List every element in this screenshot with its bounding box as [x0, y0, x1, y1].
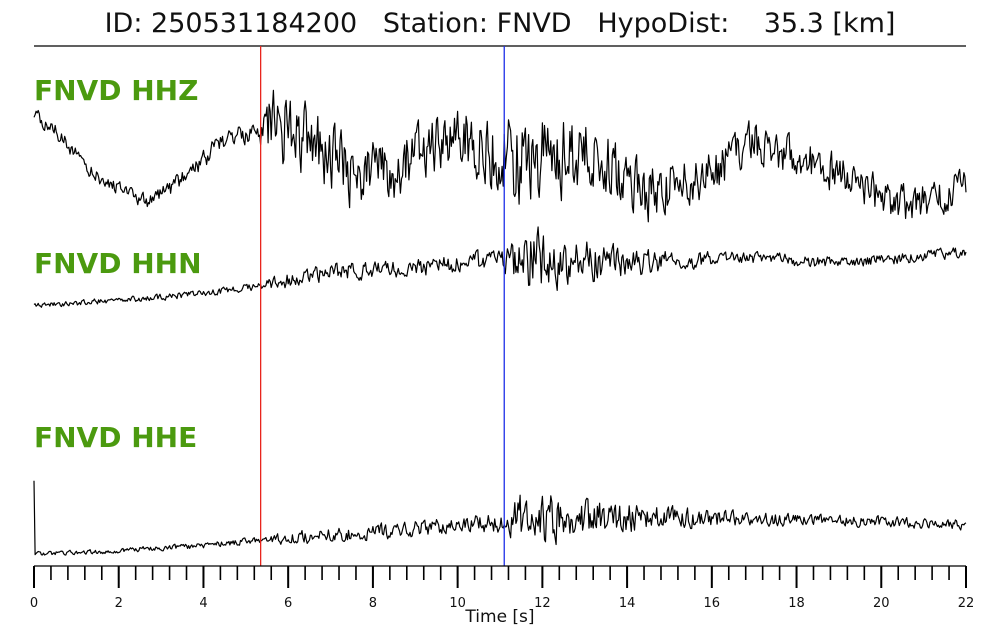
tick-label: 8 — [369, 596, 377, 611]
trace-fnvd-hhn — [33, 226, 967, 308]
trace-fnvd-hhe — [33, 480, 967, 556]
trace-fnvd-hhz — [33, 89, 967, 223]
x-axis-label: Time [s] — [465, 607, 535, 627]
trace-label-hhz: FNVD HHZ — [34, 74, 199, 107]
plot-title: ID: 250531184200 Station: FNVD HypoDist:… — [0, 8, 1000, 39]
tick-label: 16 — [704, 596, 721, 611]
tick-label: 20 — [873, 596, 890, 611]
id-value: 250531184200 — [151, 8, 358, 39]
tick-label: 14 — [619, 596, 636, 611]
trace-label-hhe: FNVD HHE — [34, 421, 198, 454]
tick-label: 18 — [788, 596, 805, 611]
trace-label-hhn: FNVD HHN — [34, 247, 202, 280]
hypodist-label: HypoDist: — [597, 8, 730, 39]
traces-group — [33, 89, 967, 556]
picks-group — [259, 46, 505, 566]
tick-label: 10 — [449, 596, 466, 611]
hypodist-value: 35.3 — [763, 8, 824, 39]
tick-label: 2 — [115, 596, 123, 611]
time-axis: 0 2 4 6 8 10 12 14 16 18 20 22 — [30, 565, 975, 611]
station-value: FNVD — [496, 8, 572, 39]
station-label: Station: — [382, 8, 489, 39]
tick-label: 6 — [284, 596, 292, 611]
id-label: ID: — [104, 8, 143, 39]
tick-label: 0 — [30, 596, 38, 611]
tick-label: 4 — [199, 596, 207, 611]
tick-label: 12 — [534, 596, 551, 611]
hypodist-unit: [km] — [832, 8, 896, 39]
tick-label: 22 — [958, 596, 975, 611]
